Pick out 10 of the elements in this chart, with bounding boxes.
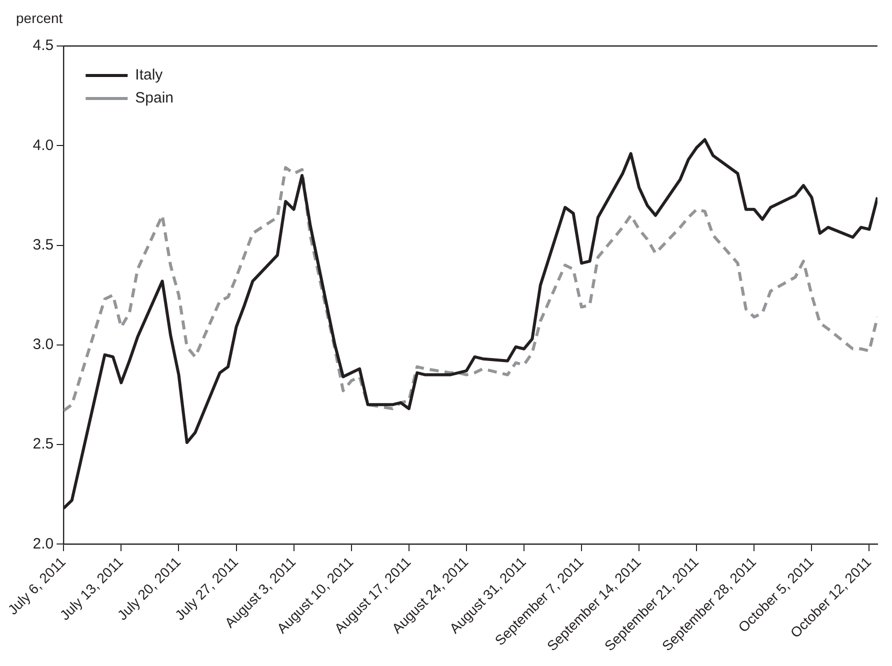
y-tick-label: 4.0	[32, 136, 54, 154]
y-tick-label: 2.5	[32, 436, 54, 453]
legend-label: Italy	[135, 66, 164, 84]
line-series	[64, 166, 878, 412]
y-tick-label: 2.0	[32, 535, 54, 552]
y-tick-label: 3.0	[32, 336, 54, 354]
y-tick-label: 4.5	[32, 37, 54, 54]
legend-label: Spain	[135, 90, 174, 107]
y-axis-title: percent	[16, 10, 63, 26]
y-tick-label: 3.5	[32, 236, 54, 254]
